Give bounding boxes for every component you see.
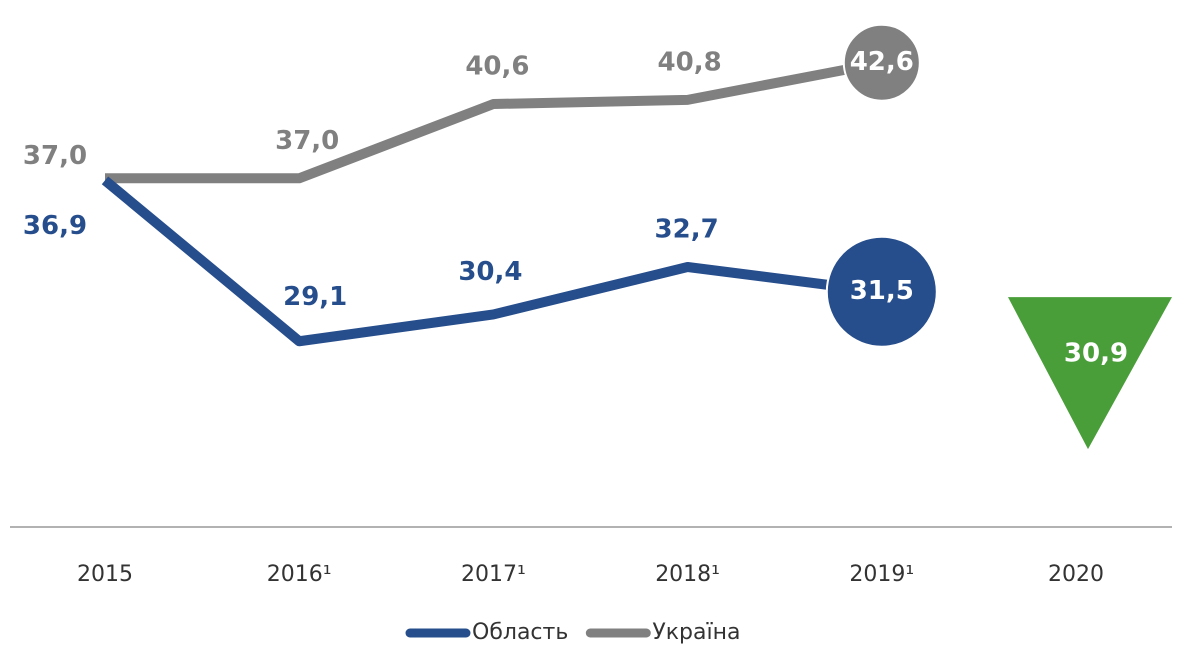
legend-label: Область [472,620,568,645]
forecast-label: 30,9 [1064,339,1128,369]
data-label: 37,0 [275,126,339,156]
data-label: 37,0 [23,141,87,171]
x-tick-label: 2017¹ [461,562,526,587]
line [101,176,883,347]
x-tick-label: 2015 [77,562,133,587]
x-tick-label: 2020 [1048,562,1104,587]
end-marker [825,235,938,348]
data-label: 32,7 [655,214,719,244]
line [105,57,883,184]
data-label: 36,9 [23,211,87,241]
data-label: 40,6 [465,52,529,82]
x-tick-label: 2018¹ [655,562,720,587]
x-tick-label: 2019¹ [849,562,914,587]
x-tick-label: 2016¹ [267,562,332,587]
forecast-marker [1008,297,1172,450]
data-label: 31,5 [850,276,914,306]
legend-label: Україна [652,620,740,645]
data-label: 30,4 [458,257,522,287]
data-label: 42,6 [850,47,914,77]
end-marker [842,23,921,102]
data-label: 29,1 [283,282,347,312]
data-label: 40,8 [658,47,722,77]
